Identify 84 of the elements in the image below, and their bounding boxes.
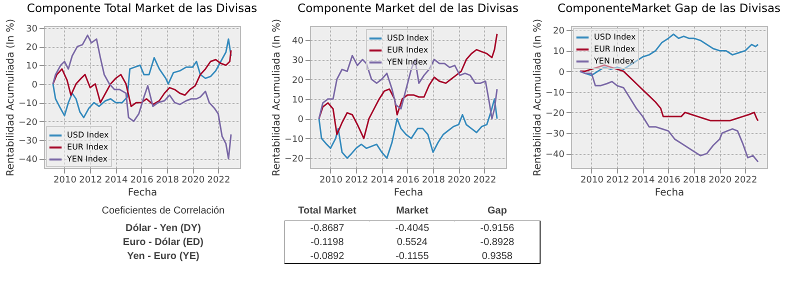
x-tick-label: 2020 (708, 176, 732, 186)
y-tick-label: 20 (292, 76, 304, 86)
y-axis-title: Rentabilidad Acumuliada (In %) (6, 18, 17, 176)
legend-label: YEN Index (386, 58, 428, 66)
x-tick-label: Market (396, 206, 429, 216)
y-tick-label: Euro - Dólar (ED) (122, 237, 204, 248)
data-label: -0.4045 (395, 223, 430, 234)
y-tick-label: −40 (18, 155, 38, 166)
y-tick-label: 10 (292, 95, 304, 106)
x-tick-label: 2020 (182, 176, 205, 186)
x-tick-label: Total Market (298, 206, 357, 216)
data-label: 0.5524 (396, 237, 428, 248)
y-tick-label: −10 (546, 88, 565, 98)
y-tick-label: −10 (284, 134, 304, 145)
x-tick-label: 2022 (473, 176, 496, 186)
legend-label: EUR Index (594, 44, 636, 54)
y-tick-label: −20 (18, 118, 38, 128)
line-series (579, 64, 759, 122)
line-series (318, 33, 498, 140)
chart-title: Componente Market del de las Divisas (298, 0, 518, 15)
data-label: -0.9156 (480, 223, 515, 234)
x-tick-label: 2018 (156, 176, 180, 186)
legend-label: USD Index (594, 32, 636, 42)
x-tick-label: 2016 (657, 176, 681, 186)
data-label: -0.1155 (396, 251, 430, 262)
x-tick-label: 2014 (632, 176, 655, 186)
y-tick-label: 0 (558, 68, 565, 78)
y-tick-label: −10 (18, 99, 38, 110)
data-label: -0.1198 (310, 237, 344, 248)
y-tick-label: 10 (553, 47, 565, 58)
y-tick-label: −20 (546, 108, 565, 119)
y-tick-label: 30 (292, 56, 304, 66)
legend-label: USD Index (67, 130, 109, 140)
data-label: -0.0892 (310, 251, 345, 262)
legend-label: EUR Index (67, 142, 108, 152)
y-tick-label: 0 (32, 80, 38, 90)
y-tick-label: −40 (546, 150, 565, 160)
x-tick-label: 2020 (448, 176, 471, 186)
x-axis-title: Fecha (394, 188, 424, 198)
y-tick-label: Yen - Euro (YE) (127, 251, 200, 262)
x-tick-label: Gap (487, 206, 507, 216)
x-tick-label: 2018 (422, 176, 446, 186)
y-tick-label: −30 (546, 130, 565, 140)
y-axis-title: Coeficientes de Correlación (102, 206, 225, 216)
x-tick-label: 2010 (320, 176, 343, 186)
legend-label: USD Index (387, 34, 429, 42)
x-tick-label: 2018 (683, 176, 706, 186)
data-label: -0.8687 (310, 223, 345, 234)
legend-label: YEN Index (593, 56, 635, 66)
y-axis-title: Rentabilidad Acumuliada (In %) (272, 18, 283, 176)
chart-title: ComponenteMarket Gap de las Divisas (558, 0, 780, 15)
y-tick-label: 20 (26, 43, 38, 54)
x-tick-label: 2022 (207, 176, 230, 186)
legend-label: EUR Index (387, 46, 428, 54)
data-label: 0.9358 (482, 251, 513, 262)
x-tick-label: 2016 (130, 176, 154, 186)
line-series (318, 54, 498, 120)
x-tick-label: 2014 (370, 176, 394, 186)
y-tick-label: Dólar - Yen (DY) (126, 223, 201, 234)
line-series (52, 50, 232, 108)
y-tick-label: −30 (18, 136, 38, 146)
y-tick-label: 10 (26, 62, 38, 72)
x-tick-label: 2022 (734, 176, 758, 186)
line-series (318, 98, 498, 159)
x-tick-label: 2012 (606, 176, 630, 186)
y-tick-label: 0 (298, 115, 304, 126)
x-tick-label: 2010 (54, 176, 77, 186)
x-tick-label: 2010 (580, 176, 604, 186)
chart-title: Componente Total Market de las Divisas (26, 0, 258, 15)
legend-label: YEN Index (66, 154, 108, 164)
x-tick-label: 2016 (396, 176, 420, 186)
x-tick-label: 2012 (79, 176, 102, 186)
y-axis-title: Rentabilidad Acumuliada (In %) (532, 18, 544, 176)
y-tick-label: 20 (553, 26, 565, 37)
line-series (52, 38, 232, 118)
line-series (579, 70, 759, 163)
y-tick-label: −20 (284, 154, 304, 165)
x-axis-title: Fecha (128, 188, 158, 198)
x-tick-label: 2014 (104, 176, 128, 186)
y-tick-label: 40 (292, 36, 304, 46)
x-tick-label: 2012 (345, 176, 368, 186)
x-axis-title: Fecha (654, 188, 684, 198)
data-label: -0.8928 (480, 237, 515, 248)
y-tick-label: 30 (26, 24, 38, 34)
